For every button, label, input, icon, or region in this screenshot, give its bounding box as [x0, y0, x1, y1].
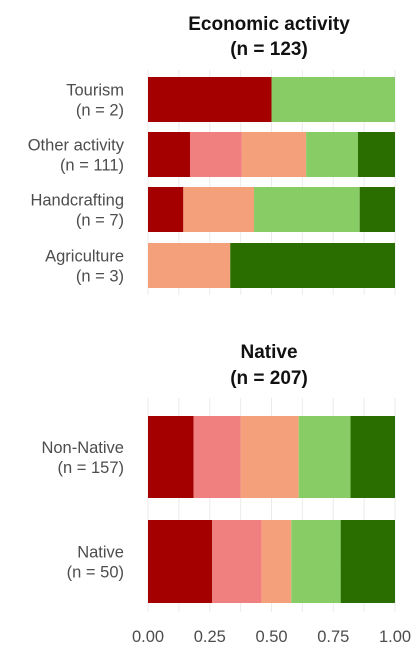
bar-segment	[271, 77, 395, 122]
bar-segment	[240, 416, 299, 498]
bar-segment	[306, 132, 358, 177]
category-count-label: (n = 2)	[76, 102, 124, 120]
bar-segment	[148, 243, 231, 288]
bar-segment	[230, 243, 395, 288]
category-count-label: (n = 157)	[58, 459, 125, 477]
bar-segment	[359, 187, 395, 232]
bar-segment	[183, 187, 254, 232]
category-count-label: (n = 111)	[60, 157, 124, 175]
bar-segment	[189, 132, 242, 177]
panel-title: Economic activity	[188, 14, 350, 35]
category-count-label: (n = 7)	[76, 212, 124, 230]
bar-segment	[148, 77, 272, 122]
category-label: Tourism	[66, 82, 124, 100]
bar-segment	[193, 416, 241, 498]
category-label: Non-Native	[41, 439, 124, 457]
bar-segment	[357, 132, 395, 177]
bar-segment	[291, 520, 341, 603]
x-tick-label: 0.50	[255, 628, 287, 646]
bar-segment	[212, 520, 262, 603]
panel-title-count: (n = 123)	[230, 39, 308, 60]
bar-segment	[298, 416, 351, 498]
bar-segment	[148, 132, 190, 177]
x-tick-label: 0.25	[194, 628, 226, 646]
x-tick-label: 0.75	[317, 628, 349, 646]
bar-segment	[148, 520, 213, 603]
category-label: Native	[77, 544, 124, 562]
bar-segment	[148, 187, 184, 232]
category-label: Other activity	[28, 137, 125, 155]
bar-segment	[148, 416, 194, 498]
category-label: Handcrafting	[30, 192, 124, 210]
bar-segment	[253, 187, 360, 232]
category-label: Agriculture	[45, 248, 124, 266]
panel-title: Native	[240, 342, 297, 363]
bar-segment	[350, 416, 395, 498]
category-count-label: (n = 50)	[67, 564, 124, 582]
category-count-label: (n = 3)	[76, 268, 124, 286]
x-tick-label: 1.00	[379, 628, 411, 646]
panel-title-count: (n = 207)	[230, 368, 308, 389]
bar-segment	[340, 520, 395, 603]
x-tick-label: 0.00	[132, 628, 164, 646]
bar-segment	[241, 132, 307, 177]
bar-segment	[261, 520, 292, 603]
